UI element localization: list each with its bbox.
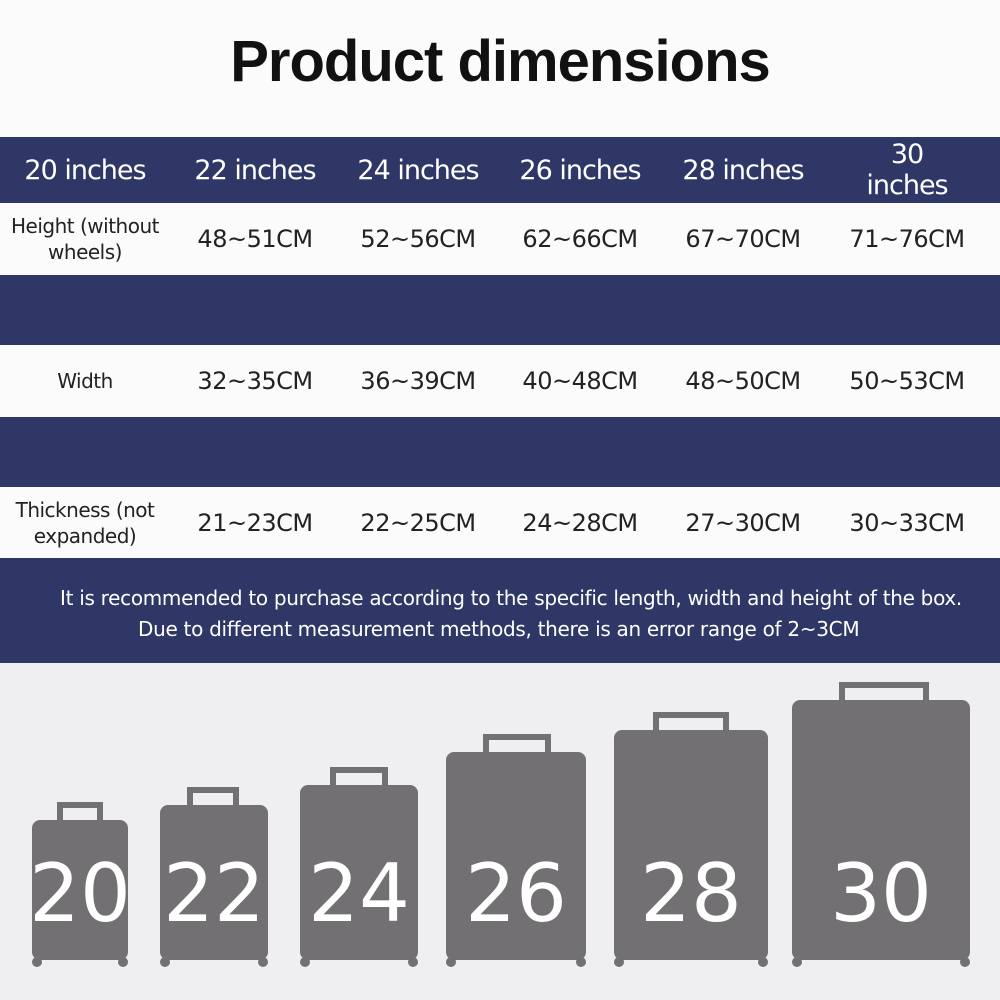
suitcase-label: 26 (465, 847, 567, 940)
data-cell: 30~33CM (849, 509, 965, 537)
wheel (408, 957, 418, 967)
header-cell: 30 inches (866, 139, 948, 201)
band (0, 275, 1000, 345)
row-label: Width (57, 369, 113, 393)
handle (653, 712, 729, 730)
wheel (258, 957, 268, 967)
suitcase-group: 20 22 24 26 28 30 (29, 682, 970, 967)
note: Due to different measurement methods, th… (138, 617, 860, 641)
handle (57, 802, 103, 820)
wheel (960, 957, 970, 967)
data-cell: 24~28CM (522, 509, 638, 537)
row-label: Thickness (not expanded) (15, 498, 155, 548)
header-cell: 24 inches (357, 154, 479, 186)
suitcase-body (614, 730, 768, 960)
band (0, 417, 1000, 487)
data-cell: 62~66CM (522, 225, 638, 253)
suitcase-body (446, 752, 586, 960)
suitcases: 20 22 24 26 28 30 (0, 663, 1000, 1000)
wheel (160, 957, 170, 967)
header-band (0, 137, 1000, 203)
row-label: Height (without wheels) (11, 214, 159, 264)
data-row: Thickness (not expanded) 21~23CM 22~25CM 24… (0, 487, 1000, 559)
wheel (758, 957, 768, 967)
header-cell: 26 inches (519, 154, 641, 186)
wheel (614, 957, 624, 967)
data-cell: 21~23CM (197, 509, 313, 537)
header-cell: 20 inches (24, 154, 146, 186)
header-row: 20 inches 22 inches 24 inches 26 inches 28 i… (0, 137, 1000, 203)
wheel (576, 957, 586, 967)
note: It is recommended to purchase according … (60, 586, 962, 610)
data-cell: 52~56CM (360, 225, 476, 253)
data-cell: 71~76CM (849, 225, 965, 253)
data-cell: 36~39CM (360, 367, 476, 395)
handle (187, 787, 239, 805)
data-cell: 22~25CM (360, 509, 476, 537)
data-row: Height (without wheels) 48~51CM 52~56CM 62~… (0, 203, 1000, 275)
handle (483, 734, 551, 752)
data-cell: 32~35CM (197, 367, 313, 395)
wheel (792, 957, 802, 967)
wheel (32, 957, 42, 967)
suitcase-label: 20 (29, 847, 131, 940)
wheel (118, 957, 128, 967)
handle (839, 682, 929, 700)
wheel (446, 957, 456, 967)
notes-band (0, 558, 1000, 663)
suitcase-label: 22 (163, 847, 265, 940)
data-cell: 40~48CM (522, 367, 638, 395)
suitcase-body (32, 820, 128, 960)
suitcase-label: 28 (640, 847, 742, 940)
data-cell: 67~70CM (685, 225, 801, 253)
data-cell: 50~53CM (849, 367, 965, 395)
data-row: Width 32~35CM 36~39CM 40~48CM 48~50CM 50~53CM (0, 345, 1000, 417)
suitcase-label: 24 (308, 847, 410, 940)
wheel (300, 957, 310, 967)
suitcase-body (160, 805, 268, 960)
data-cell: 48~51CM (197, 225, 313, 253)
header-cell: 22 inches (194, 154, 316, 186)
suitcase-body (300, 785, 418, 960)
header-cell: 28 inches (682, 154, 804, 186)
title: Product dimensions (230, 29, 771, 94)
data-cell: 27~30CM (685, 509, 801, 537)
suitcase-label: 30 (830, 847, 932, 940)
suitcase-body (792, 700, 970, 960)
handle (330, 767, 388, 785)
data-cell: 48~50CM (685, 367, 801, 395)
